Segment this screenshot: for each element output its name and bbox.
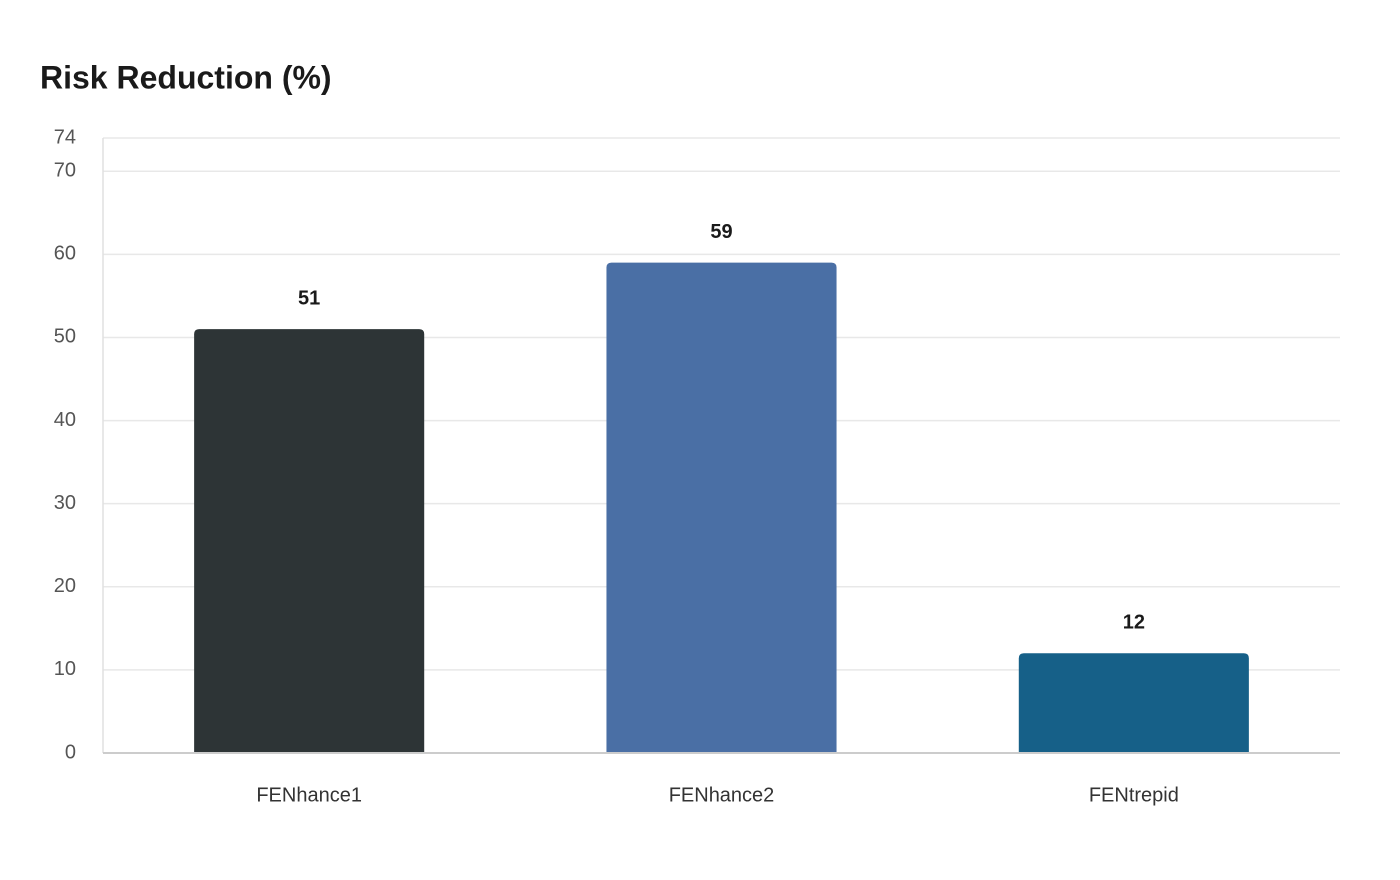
y-tick-label: 60 (54, 243, 76, 265)
bar (194, 329, 425, 753)
y-tick-label: 50 (54, 326, 76, 348)
chart-title: Risk Reduction (%) (40, 59, 332, 95)
value-label: 12 (1123, 612, 1145, 634)
y-tick-label: 20 (54, 575, 76, 597)
x-tick-label: FENhance2 (669, 784, 775, 806)
y-tick-label: 0 (65, 741, 76, 763)
y-tick-label: 70 (54, 160, 76, 182)
y-tick-label: 74 (54, 126, 76, 148)
y-tick-label: 10 (54, 658, 76, 680)
bar (1018, 653, 1249, 753)
y-tick-label: 30 (54, 492, 76, 514)
value-label: 59 (710, 221, 732, 243)
x-tick-label: FENhance1 (256, 784, 362, 806)
value-label: 51 (298, 287, 320, 309)
x-tick-label: FENtrepid (1089, 784, 1179, 806)
bar (606, 262, 837, 753)
y-tick-label: 40 (54, 409, 76, 431)
